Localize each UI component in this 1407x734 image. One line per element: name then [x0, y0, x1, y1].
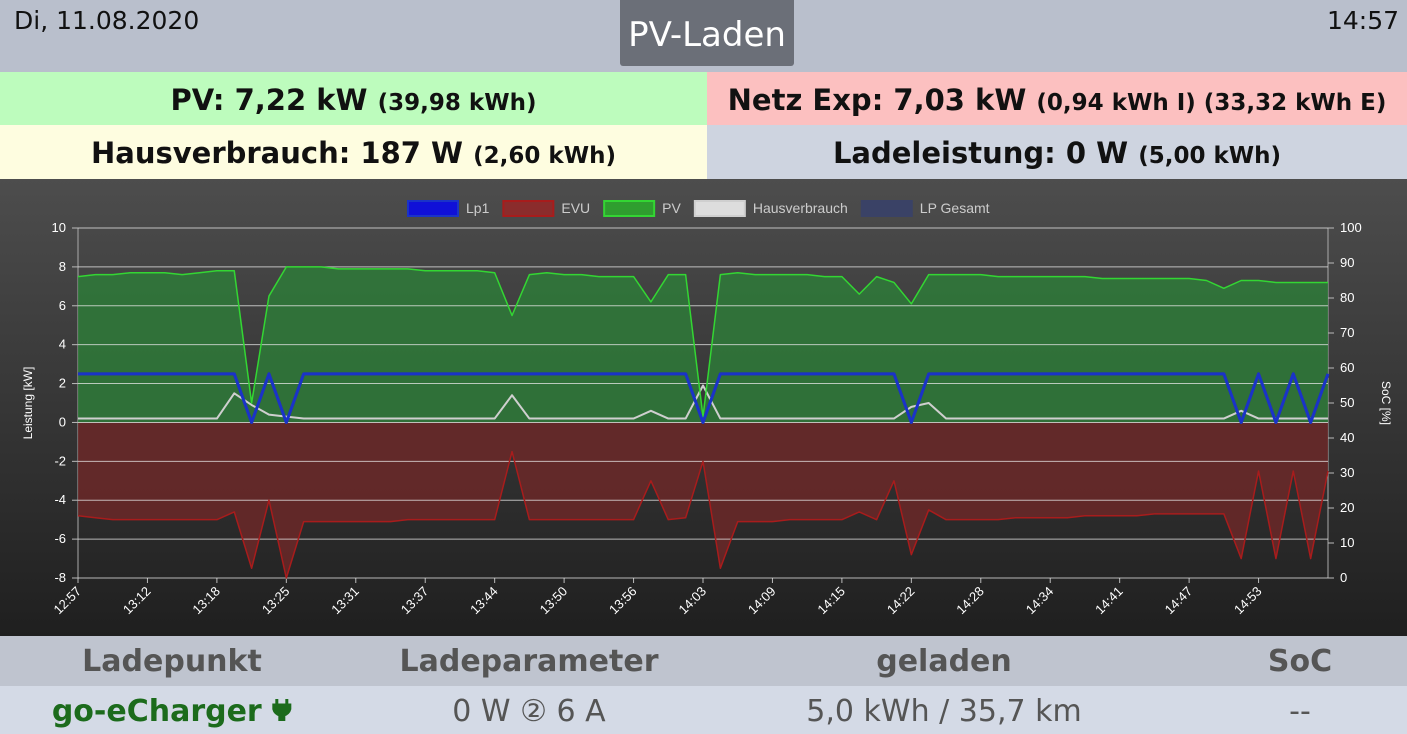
- y2-tick-label: 90: [1340, 255, 1354, 270]
- time: 14:57: [1326, 6, 1399, 35]
- status-main: Ladeleistung: 0 W: [832, 136, 1129, 170]
- plug-icon: [272, 699, 292, 722]
- y2-axis-title: SoC [%]: [1379, 381, 1393, 425]
- y-tick-label: -6: [54, 531, 66, 546]
- status-detail: (39,98 kWh): [377, 90, 537, 116]
- legend-label: PV: [662, 200, 681, 216]
- y-tick-label: -4: [54, 492, 66, 507]
- grid-status: Netz Exp: 7,03 kW (0,94 kWh I) (33,32 kW…: [707, 72, 1407, 125]
- charge-point[interactable]: go-eCharger: [52, 694, 292, 729]
- status-main: Netz Exp: 7,03 kW: [727, 83, 1027, 117]
- status-main: Hausverbrauch: 187 W: [91, 136, 464, 170]
- status-detail: (0,94 kWh I) (33,32 kWh E): [1036, 90, 1387, 116]
- legend-label: Hausverbrauch: [753, 200, 848, 216]
- mode-button[interactable]: PV-Laden: [620, 0, 794, 66]
- series-line: [77, 266, 1328, 418]
- y2-tick-label: 20: [1340, 500, 1354, 515]
- charge-parameters[interactable]: 0 W ② 6 A: [452, 694, 606, 729]
- y-tick-label: 10: [52, 220, 66, 235]
- y-tick-label: -2: [54, 453, 66, 468]
- legend-swatch: [693, 200, 746, 217]
- y-axis-title: Leistung [kW]: [21, 367, 35, 440]
- y2-tick-label: 40: [1340, 430, 1354, 445]
- y2-tick-label: 100: [1340, 220, 1362, 235]
- column-header: Ladepunkt: [82, 644, 262, 679]
- status-detail: (5,00 kWh): [1138, 143, 1282, 169]
- status-detail: (2,60 kWh): [473, 143, 616, 169]
- table-header: Ladepunkt Ladeparameter geladen SoC: [0, 636, 1407, 686]
- series-line: [78, 384, 1328, 420]
- status-main: PV: 7,22 kW: [170, 83, 368, 117]
- y2-tick-label: 70: [1340, 325, 1354, 340]
- legend-swatch: [860, 200, 913, 217]
- y-tick-label: 0: [59, 414, 66, 429]
- y-tick-label: 8: [59, 259, 66, 274]
- pv-status: PV: 7,22 kW (39,98 kWh): [0, 72, 707, 125]
- series-line: [77, 450, 1329, 579]
- y-tick-label: -8: [54, 570, 66, 585]
- table-row: go-eCharger 0 W ② 6 A 5,0 kWh / 35,7 km …: [0, 686, 1407, 734]
- date: Di, 11.08.2020: [14, 6, 200, 35]
- y2-tick-label: 10: [1340, 535, 1354, 550]
- y2-tick-label: 80: [1340, 290, 1354, 305]
- charged: 5,0 kWh / 35,7 km: [806, 694, 1082, 729]
- column-header: Ladeparameter: [399, 644, 659, 679]
- y-tick-label: 4: [59, 337, 66, 352]
- column-header: geladen: [876, 644, 1012, 679]
- legend-swatch: [502, 200, 555, 217]
- soc: --: [1289, 694, 1311, 729]
- y-tick-label: 2: [59, 376, 66, 391]
- series-line: [78, 372, 1330, 424]
- legend-label: Lp1: [466, 200, 490, 216]
- house-status: Hausverbrauch: 187 W (2,60 kWh): [0, 125, 707, 179]
- legend-label: LP Gesamt: [920, 200, 990, 216]
- y2-tick-label: 60: [1340, 360, 1354, 375]
- y-tick-label: 6: [59, 298, 66, 313]
- charge-point-name: go-eCharger: [51, 694, 262, 729]
- y2-tick-label: 0: [1340, 570, 1347, 585]
- legend-swatch: [603, 200, 656, 217]
- legend-swatch: [407, 200, 459, 217]
- charge-status: Ladeleistung: 0 W (5,00 kWh): [707, 125, 1407, 179]
- y2-tick-label: 30: [1340, 465, 1354, 480]
- y2-tick-label: 50: [1340, 395, 1354, 410]
- column-header: SoC: [1267, 644, 1333, 679]
- legend-label: EVU: [561, 200, 590, 216]
- chart: -8-6-4-202468100102030405060708090100Lei…: [0, 179, 1407, 636]
